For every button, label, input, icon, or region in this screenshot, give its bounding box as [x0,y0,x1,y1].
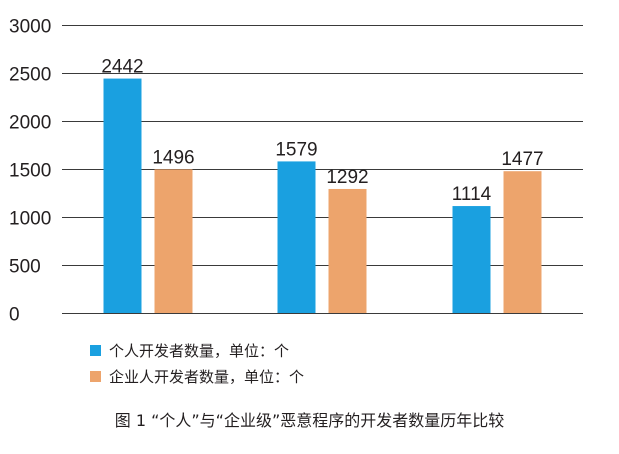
bar [154,169,193,313]
legend-swatch-personal [90,344,101,356]
bar-chart: 0 500 1000 1500 2000 2500 3000 2442 1579 1114 149… [9,17,583,326]
legend-item-enterprise: 企业人开发者数量，单位：个 [90,363,304,389]
data-labels: 2442 1579 1114 1496 1292 1477 [101,57,543,205]
legend-item-personal: 个人开发者数量，单位：个 [90,337,304,363]
bar [277,161,316,313]
figure-caption: 图 1 “个人”与“企业级”恶意程序的开发者数量历年比较 [114,411,505,430]
y-tick-label: 3000 [9,17,51,38]
legend-label-personal: 个人开发者数量，单位：个 [109,341,290,360]
y-axis: 0 500 1000 1500 2000 2500 3000 [9,17,51,326]
data-label: 2442 [101,57,143,78]
y-tick-label: 0 [9,305,20,326]
data-label: 1496 [152,147,194,168]
bar [328,188,367,313]
y-tick-label: 2500 [9,65,51,86]
legend: 个人开发者数量，单位：个 企业人开发者数量，单位：个 [90,337,304,389]
legend-swatch-enterprise [90,370,101,382]
legend-label-enterprise: 企业人开发者数量，单位：个 [109,367,305,386]
y-tick-label: 500 [9,257,41,278]
y-tick-label: 2000 [9,113,51,134]
data-label: 1477 [501,149,543,170]
data-label: 1292 [326,167,368,188]
y-tick-label: 1500 [9,161,51,182]
bars [103,78,542,314]
gridlines [62,25,583,314]
bar [452,206,491,313]
data-label: 1114 [452,184,492,205]
bar [103,78,142,314]
y-tick-label: 1000 [9,209,51,230]
bar [503,171,542,313]
data-label: 1579 [275,139,317,160]
